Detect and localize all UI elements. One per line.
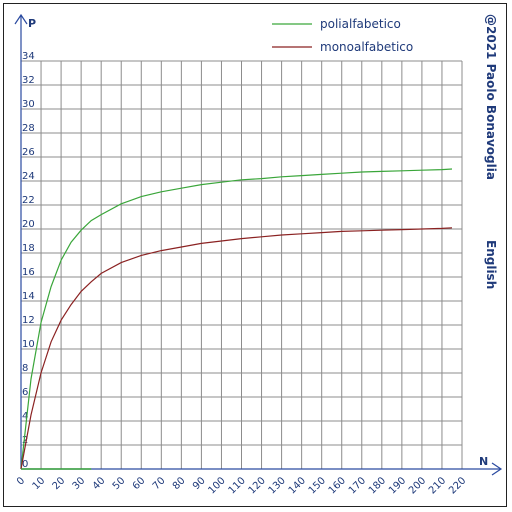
- series-line-polialfabetico: [20, 168, 453, 470]
- y-tick-label: 24: [22, 171, 35, 182]
- x-tick-label: 190: [387, 475, 408, 496]
- x-tick-label: 0: [15, 475, 27, 487]
- x-tick-label: 200: [407, 475, 428, 496]
- x-tick-label: 10: [31, 475, 48, 492]
- y-tick-label: 30: [22, 99, 35, 110]
- copyright-text: @2021 Paolo Bonavoglia: [484, 14, 498, 180]
- y-tick-label: 20: [22, 219, 35, 230]
- y-tick-label: 22: [22, 195, 35, 206]
- series-lines: [20, 168, 453, 470]
- y-tick-label: 2: [22, 435, 28, 446]
- x-tick-label: 90: [191, 475, 208, 492]
- x-tick-label: 130: [267, 475, 288, 496]
- x-tick-label: 110: [227, 475, 248, 496]
- x-tick-labels: 0 10 20 30 40 50 60 70 80 90100110120130140150160…: [15, 475, 468, 496]
- y-tick-label: 6: [22, 387, 28, 398]
- x-tick-label: 80: [171, 475, 188, 492]
- x-tick-label: 60: [131, 475, 148, 492]
- y-tick-label: 34: [22, 51, 35, 62]
- y-tick-label: 4: [22, 411, 28, 422]
- x-tick-label: 210: [427, 475, 448, 496]
- grid: [20, 60, 463, 470]
- x-tick-label: 140: [287, 475, 308, 496]
- y-tick-label: 14: [22, 291, 35, 302]
- y-tick-label: 8: [22, 363, 28, 374]
- x-axis-label: N: [479, 455, 488, 468]
- y-tick-label: 32: [22, 75, 35, 86]
- x-tick-label: 20: [51, 475, 68, 492]
- y-tick-label: 16: [22, 267, 35, 278]
- series-line-monoalfabetico: [20, 227, 453, 470]
- x-tick-label: 30: [71, 475, 88, 492]
- x-tick-label: 220: [447, 475, 468, 496]
- legend-label-monoalfabetico: monoalfabetico: [320, 40, 413, 54]
- y-tick-label: 26: [22, 147, 35, 158]
- legend-label-polialfabetico: polialfabetico: [320, 17, 401, 31]
- x-tick-label: 50: [111, 475, 128, 492]
- language-text: English: [484, 240, 498, 289]
- axes: [14, 13, 503, 476]
- y-axis-label: P: [28, 17, 36, 30]
- y-tick-label: 18: [22, 243, 35, 254]
- x-tick-label: 150: [307, 475, 328, 496]
- x-tick-label: 160: [327, 475, 348, 496]
- y-tick-label: 0: [22, 459, 28, 470]
- y-axis-arrow: [14, 13, 28, 25]
- x-tick-label: 120: [247, 475, 268, 496]
- y-tick-label: 12: [22, 315, 35, 326]
- x-tick-label: 180: [367, 475, 388, 496]
- chart-frame: [3, 3, 507, 507]
- legend: polialfabetico monoalfabetico: [272, 17, 413, 54]
- x-tick-label: 170: [347, 475, 368, 496]
- y-tick-label: 28: [22, 123, 35, 134]
- x-tick-label: 70: [151, 475, 168, 492]
- y-tick-label: 10: [22, 339, 35, 350]
- x-tick-label: 100: [207, 475, 228, 496]
- x-axis-arrow: [491, 462, 503, 476]
- x-tick-label: 40: [91, 475, 108, 492]
